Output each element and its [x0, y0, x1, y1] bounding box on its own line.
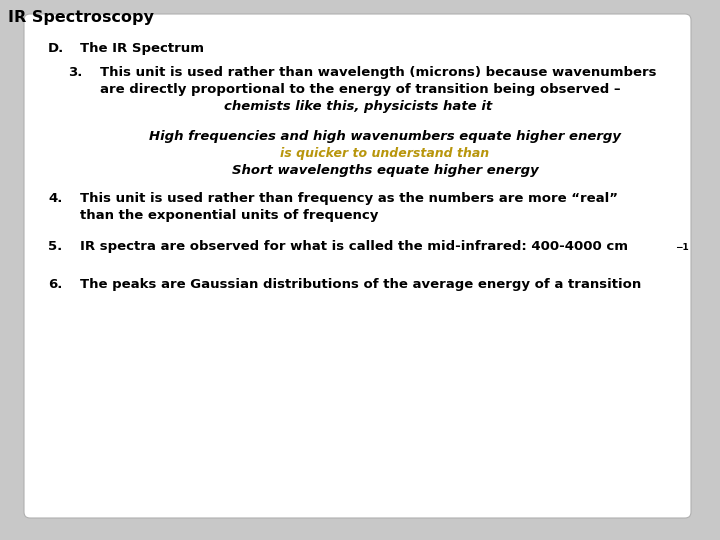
Text: are directly proportional to the energy of transition being observed –: are directly proportional to the energy … [100, 83, 621, 96]
Text: than the exponential units of frequency: than the exponential units of frequency [80, 209, 379, 222]
Text: IR Spectroscopy: IR Spectroscopy [8, 10, 154, 25]
Text: −1: −1 [675, 243, 689, 252]
Text: The IR Spectrum: The IR Spectrum [80, 42, 204, 55]
Text: The peaks are Gaussian distributions of the average energy of a transition: The peaks are Gaussian distributions of … [80, 278, 642, 291]
Text: This unit is used rather than wavelength (microns) because wavenumbers: This unit is used rather than wavelength… [100, 66, 657, 79]
Text: is quicker to understand than: is quicker to understand than [280, 147, 490, 160]
Text: D.: D. [48, 42, 64, 55]
Text: High frequencies and high wavenumbers equate higher energy: High frequencies and high wavenumbers eq… [149, 130, 621, 143]
Text: 5.: 5. [48, 240, 62, 253]
Text: IR spectra are observed for what is called the mid-infrared: 400-4000 cm: IR spectra are observed for what is call… [80, 240, 628, 253]
Text: 3.: 3. [68, 66, 82, 79]
Text: Short wavelengths equate higher energy: Short wavelengths equate higher energy [232, 164, 539, 177]
Text: chemists like this, physicists hate it: chemists like this, physicists hate it [224, 100, 492, 113]
Text: This unit is used rather than frequency as the numbers are more “real”: This unit is used rather than frequency … [80, 192, 618, 205]
FancyBboxPatch shape [24, 14, 691, 518]
Text: 6.: 6. [48, 278, 63, 291]
Text: 4.: 4. [48, 192, 63, 205]
